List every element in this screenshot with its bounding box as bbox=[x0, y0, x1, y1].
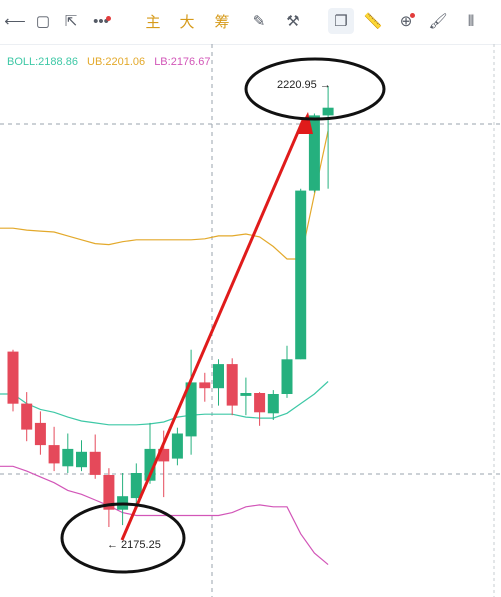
candle-body bbox=[322, 107, 334, 116]
candle-body bbox=[48, 445, 60, 464]
band-line-ub bbox=[0, 130, 329, 260]
candle-body bbox=[199, 382, 211, 389]
candle-body bbox=[158, 448, 170, 462]
candle-body bbox=[34, 422, 46, 446]
text-da-button[interactable]: 大 bbox=[179, 12, 195, 31]
legend-lb: LB:2176.67 bbox=[154, 56, 211, 68]
cursor-arrow-icon[interactable]: ⇱ bbox=[64, 13, 78, 30]
candle-body bbox=[21, 403, 33, 430]
zoom-icon[interactable]: ⊕ bbox=[399, 13, 413, 30]
candle-body bbox=[103, 475, 115, 510]
candle-body bbox=[171, 433, 183, 459]
candle[interactable] bbox=[76, 440, 87, 472]
notification-dot bbox=[106, 16, 111, 21]
horizontal-line-icon[interactable]: ⟵ bbox=[4, 13, 26, 30]
candle-body bbox=[185, 382, 197, 437]
candle-body bbox=[281, 359, 293, 394]
candle-body bbox=[130, 473, 142, 499]
candle[interactable] bbox=[240, 377, 252, 416]
candle[interactable] bbox=[171, 427, 183, 466]
candle[interactable] bbox=[254, 392, 266, 426]
boll-legend: BOLL:2188.86 UB:2201.06 LB:2176.67 bbox=[7, 56, 216, 68]
notification-dot bbox=[410, 13, 415, 18]
candle[interactable] bbox=[213, 359, 224, 406]
low-ellipse[interactable] bbox=[60, 502, 186, 574]
candle[interactable] bbox=[267, 390, 279, 420]
candles-icon[interactable]: ⫴ bbox=[467, 12, 475, 30]
candle-body bbox=[144, 448, 156, 481]
candle-body bbox=[213, 364, 224, 389]
candle[interactable] bbox=[21, 392, 33, 442]
trend-arrow[interactable] bbox=[120, 117, 306, 541]
candle-body bbox=[254, 393, 266, 413]
candle[interactable] bbox=[62, 433, 74, 474]
text-zhu-button[interactable]: 主 bbox=[145, 12, 161, 31]
candle-body bbox=[295, 190, 307, 360]
candle[interactable] bbox=[103, 468, 115, 527]
brush-icon[interactable]: 🖌 bbox=[428, 13, 448, 30]
drawing-toolbar: ⟵ ▢ ⇱ ••• 主大筹 ✎ ⚒ ❐ 📏 ⊕ 🖌 ⫴ bbox=[0, 0, 501, 45]
edit-note-icon[interactable]: ✎ bbox=[252, 13, 266, 30]
candle-body bbox=[226, 364, 238, 406]
low-price-label: ← 2175.25 bbox=[107, 539, 161, 551]
candle[interactable] bbox=[185, 349, 197, 455]
candle[interactable] bbox=[199, 372, 211, 402]
candle[interactable] bbox=[7, 349, 19, 412]
candle[interactable] bbox=[226, 358, 238, 416]
high-price-label: 2220.95 → bbox=[277, 79, 331, 91]
candle-body bbox=[240, 393, 252, 396]
band-line-boll bbox=[0, 381, 329, 426]
candle[interactable] bbox=[281, 345, 293, 398]
candle-body bbox=[308, 115, 320, 191]
candle[interactable] bbox=[117, 473, 129, 526]
candle-body bbox=[76, 451, 87, 468]
text-chou-button[interactable]: 筹 bbox=[214, 12, 230, 31]
dots-icon[interactable]: ••• bbox=[93, 12, 109, 30]
legend-boll: BOLL:2188.86 bbox=[7, 56, 78, 68]
candle-body bbox=[7, 351, 19, 404]
candle[interactable] bbox=[308, 113, 320, 193]
ruler-pen-icon[interactable]: ⚒ bbox=[286, 13, 300, 30]
copy-icon[interactable]: ❐ bbox=[328, 8, 354, 34]
candle[interactable] bbox=[295, 188, 307, 360]
chart-grid bbox=[0, 44, 501, 597]
candle-body bbox=[267, 394, 279, 414]
trend-arrow-head bbox=[296, 112, 313, 134]
candle[interactable] bbox=[89, 434, 101, 479]
candle[interactable] bbox=[130, 463, 142, 509]
legend-ub: UB:2201.06 bbox=[87, 56, 146, 68]
candle-body bbox=[89, 451, 101, 475]
ruler-icon[interactable]: 📏 bbox=[363, 13, 383, 30]
high-ellipse[interactable] bbox=[244, 57, 386, 121]
band-line-lb bbox=[0, 465, 329, 566]
candle[interactable] bbox=[322, 86, 334, 189]
candle[interactable] bbox=[34, 411, 46, 455]
candle[interactable] bbox=[48, 426, 60, 472]
candle-body bbox=[62, 448, 74, 467]
candlestick-chart[interactable]: 2220.95 → ← 2175.25 bbox=[0, 44, 501, 597]
rectangle-icon[interactable]: ▢ bbox=[35, 13, 51, 30]
